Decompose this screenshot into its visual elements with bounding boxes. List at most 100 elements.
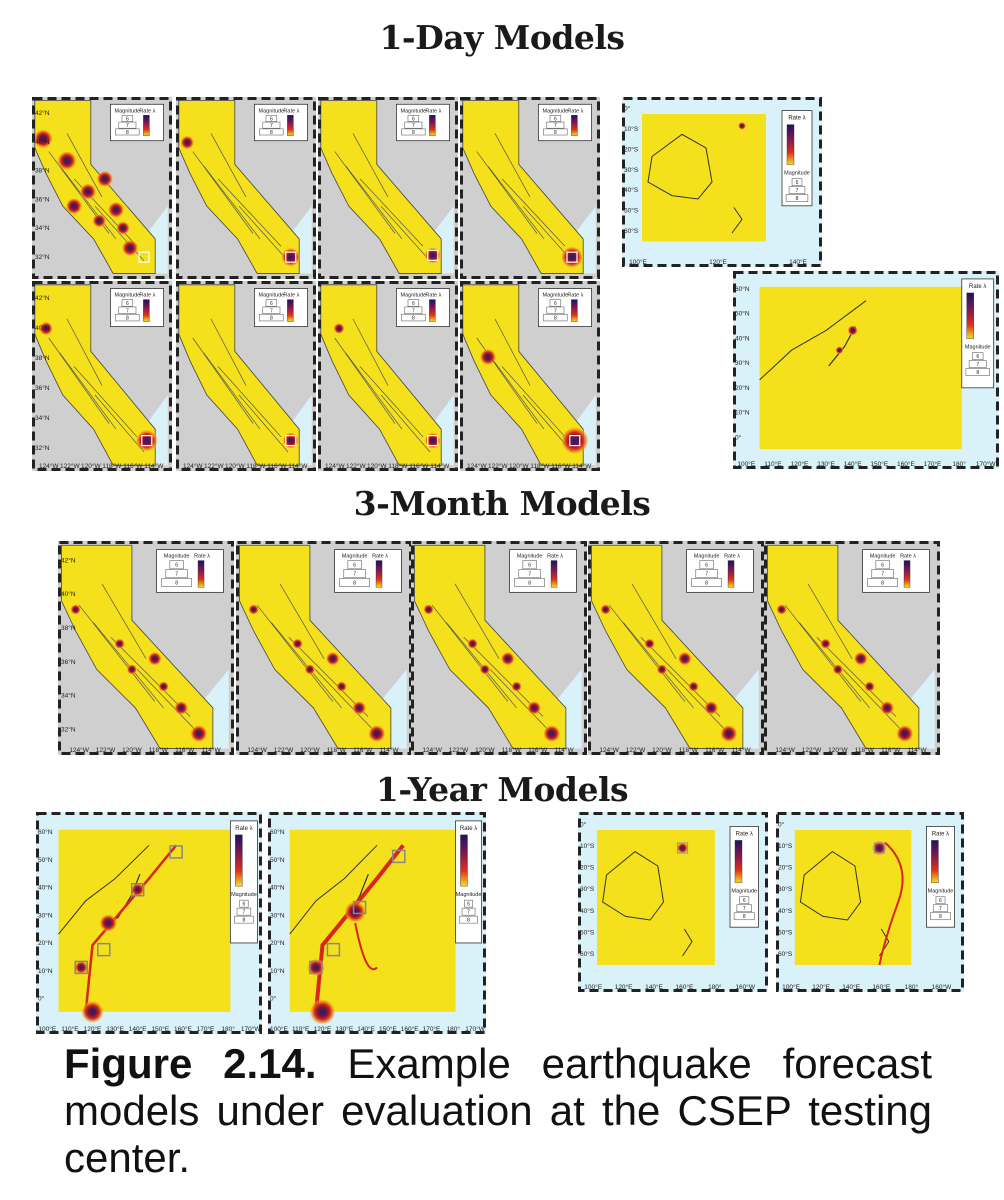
australia-coastline <box>799 850 862 921</box>
longitude-tick-label: 180° <box>447 1025 461 1033</box>
magnitude-level-box <box>115 128 140 136</box>
magnitude-level-value: 8 <box>412 316 415 322</box>
latitude-tick-label: 42°N <box>35 109 50 117</box>
longitude-tick-label: 116°W <box>175 746 195 754</box>
sw-pacific-forecast-map: Rate λ Magnitude 6 7 8 0° 10°S 20°S 30°S 40°S 50°S… <box>776 812 964 992</box>
forecast-hotspot <box>336 681 347 692</box>
magnitude-level-value: 6 <box>881 563 884 569</box>
magnitude-level-value: 6 <box>705 563 708 569</box>
longitude-tick-label: 122°W <box>449 746 469 754</box>
forecast-hotspot <box>677 651 692 666</box>
longitude-tick-label: 122°W <box>488 462 508 470</box>
latitude-tick-label: 0° <box>270 995 277 1003</box>
magnitude-level-box <box>514 578 545 587</box>
fault-line <box>203 165 261 240</box>
epicenter-marker <box>392 849 406 864</box>
latitude-tick-label: 50°N <box>735 310 750 318</box>
fault-line <box>256 604 334 702</box>
california-forecast-map: Magnitude 678 Rate λ 42°N 40°N 38°N 36°N 34°N 32… <box>32 97 172 279</box>
forecast-hotspot <box>174 700 189 715</box>
forecast-hotspot <box>896 724 914 743</box>
fault-line <box>334 151 396 234</box>
forecast-hotspot <box>57 150 77 171</box>
asia-coastline <box>58 844 150 935</box>
map-frame <box>268 812 486 1034</box>
fault-line <box>210 133 247 198</box>
fault-line <box>345 165 403 240</box>
map-frame <box>622 97 822 267</box>
fault-line <box>352 318 389 386</box>
fault-line <box>380 394 431 453</box>
rate-colorbar <box>931 840 939 883</box>
longitude-tick-label: 120°W <box>367 462 387 470</box>
forecast-hotspot <box>832 664 844 675</box>
longitude-tick-label: 120°E <box>84 1025 102 1033</box>
longitude-tick-label: 124°W <box>325 462 345 470</box>
legend-rate-label: Rate λ <box>194 554 210 560</box>
magnitude-level-box <box>459 915 478 924</box>
rate-colorbar <box>287 299 294 322</box>
magnitude-level-value: 8 <box>528 581 531 587</box>
fault-line <box>489 669 553 734</box>
longitude-tick-label: 140°E <box>842 983 860 991</box>
forecast-hotspot <box>39 321 53 336</box>
latitude-tick-label: 40°N <box>61 590 76 598</box>
magnitude-level-value: 8 <box>270 316 273 322</box>
magnitude-level-value: 6 <box>976 354 979 360</box>
magnitude-level-box <box>935 896 946 905</box>
longitude-tick-label: 160°E <box>401 1025 419 1033</box>
magnitude-level-value: 7 <box>554 308 557 314</box>
magnitude-level-value: 7 <box>126 308 129 314</box>
longitude-tick-label: 170°E <box>924 460 942 468</box>
forecast-hotspot <box>79 183 97 201</box>
legend-rate-label: Rate λ <box>425 108 441 114</box>
forecast-hotspot <box>33 129 53 149</box>
legend-rate-label: Rate λ <box>425 293 441 299</box>
forecast-region <box>794 830 912 965</box>
map-frame <box>460 97 600 279</box>
epicenter-marker <box>352 900 367 915</box>
longitude-tick-label: 120°W <box>122 746 142 754</box>
longitude-tick-label: 116°W <box>353 746 373 754</box>
california-forecast-region <box>320 100 442 274</box>
magnitude-level-value: 7 <box>175 572 178 578</box>
legend-rate-label: Rate λ <box>139 293 155 299</box>
forecast-hotspot <box>511 681 522 692</box>
latitude-tick-label: 0° <box>580 820 587 828</box>
longitude-tick-label: 124°W <box>39 462 59 470</box>
map-frame <box>36 812 262 1034</box>
magnitude-level-box <box>464 899 473 908</box>
forecast-hotspot <box>738 121 746 130</box>
magnitude-level-value: 7 <box>796 188 799 194</box>
map-frame <box>411 541 587 755</box>
magnitude-level-box <box>404 306 423 314</box>
magnitude-level-value: 6 <box>554 301 557 307</box>
longitude-tick-label: 160°E <box>872 983 890 991</box>
rate-colorbar <box>197 560 205 588</box>
latitude-tick-label: 20°S <box>580 864 595 872</box>
longitude-tick-label: 140°E <box>129 1025 147 1033</box>
longitude-tick-label: 170°E <box>197 1025 215 1033</box>
latitude-tick-label: 40°S <box>624 186 639 194</box>
longitude-tick-label: 130°E <box>106 1025 124 1033</box>
longitude-tick-label: 110°E <box>764 460 782 468</box>
fault-line <box>445 622 517 709</box>
latitude-tick-label: 40°N <box>35 324 50 332</box>
longitude-tick-label: 114°W <box>572 462 592 470</box>
fault-line <box>842 669 906 734</box>
magnitude-level-box <box>169 560 184 570</box>
fault-line <box>238 205 289 262</box>
magnitude-level-value: 6 <box>243 902 246 908</box>
latitude-tick-label: 36°N <box>35 384 50 392</box>
fault-line <box>314 669 378 734</box>
sw-pacific-forecast-map: Rate λ Magnitude 6 7 8 0° 10°S 20°S 30°S 40°S 50°S… <box>622 97 822 267</box>
longitude-tick-label: 122°W <box>96 746 116 754</box>
fault-line <box>203 352 261 430</box>
legend-rate-label: Rate λ <box>567 293 583 299</box>
